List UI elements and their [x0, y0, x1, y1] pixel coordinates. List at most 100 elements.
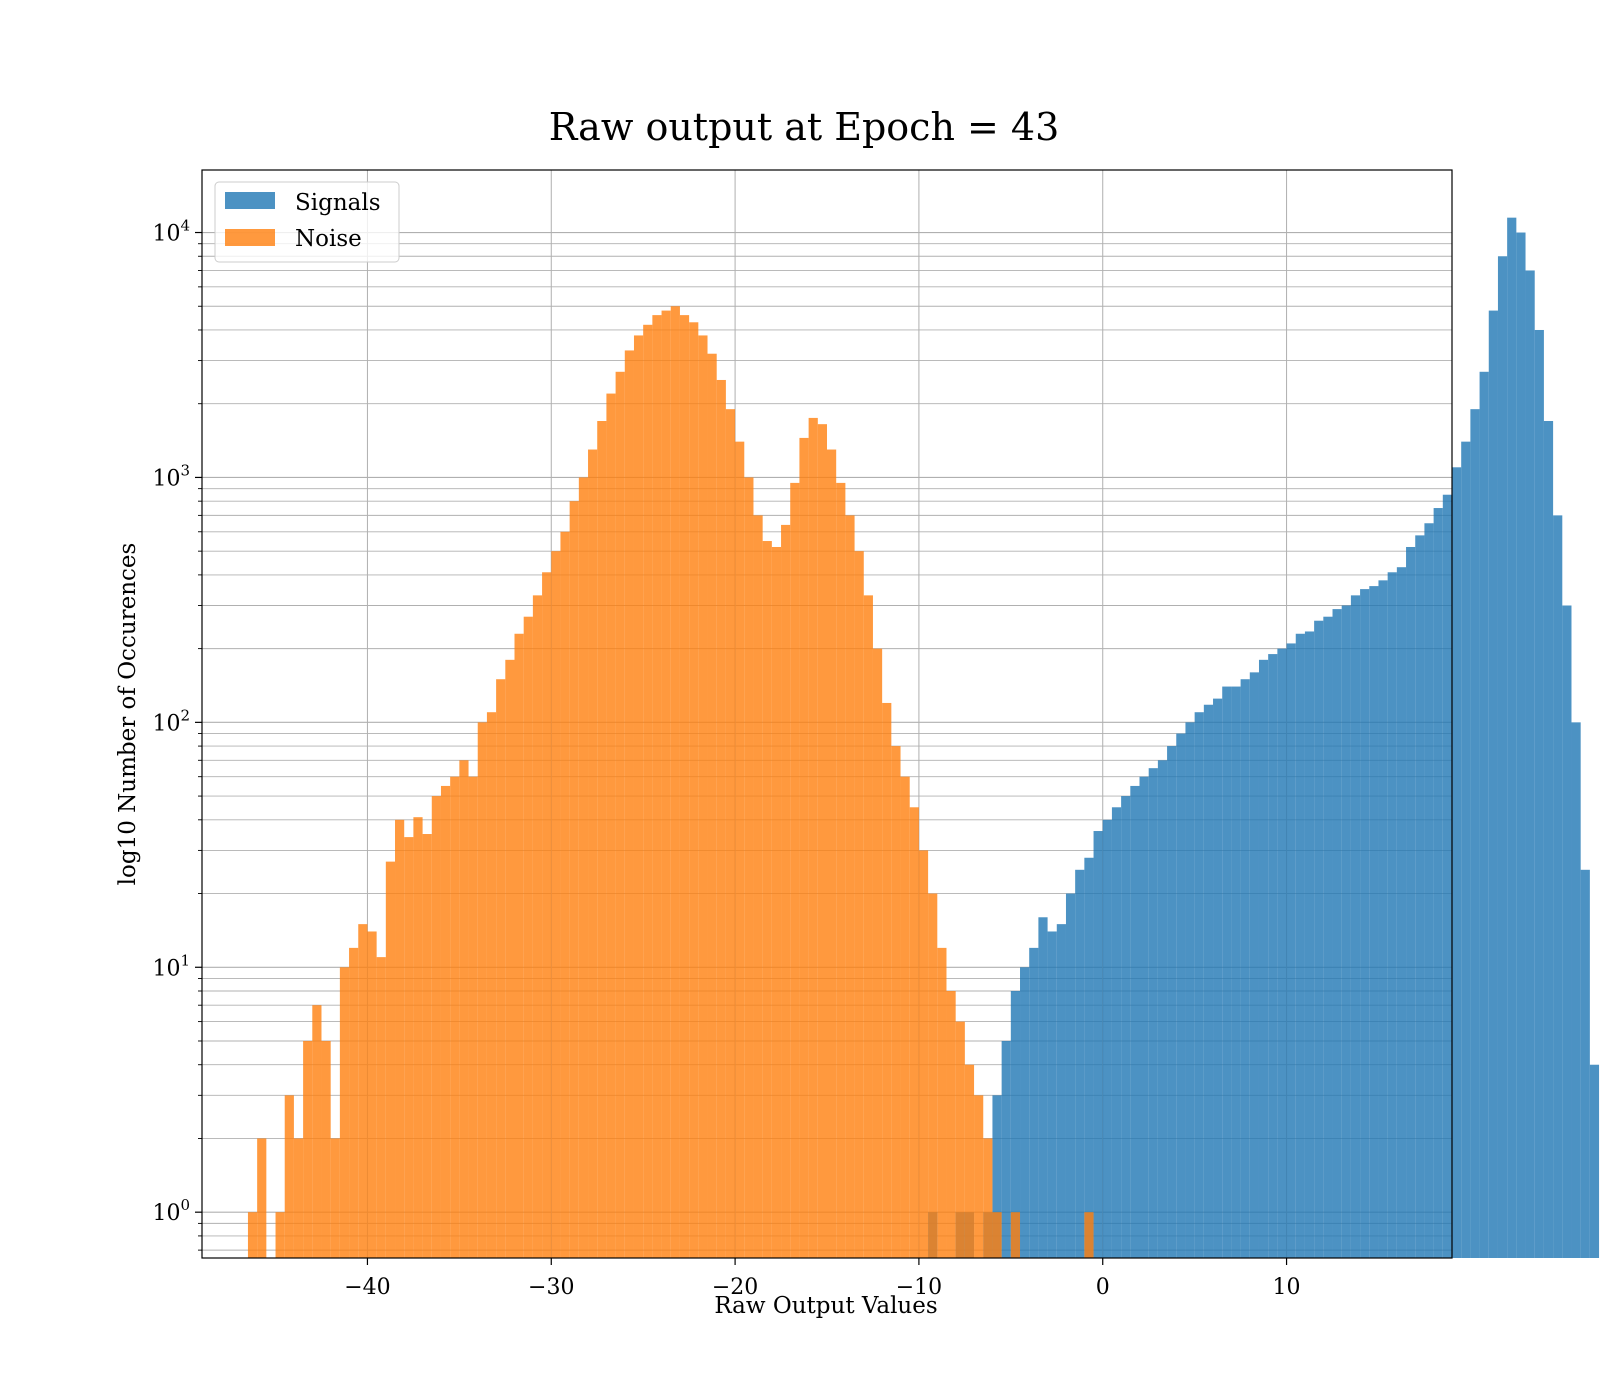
bar-noise	[514, 633, 524, 1258]
bar-signals	[1571, 722, 1581, 1258]
bar-signals	[1231, 686, 1241, 1258]
bar-signals	[1497, 256, 1508, 1258]
bar-signals	[1350, 595, 1361, 1258]
bar-signals	[1470, 409, 1480, 1258]
bar-noise	[293, 1138, 304, 1258]
bar-signals	[1323, 616, 1333, 1258]
bar-noise	[891, 746, 901, 1258]
bar-noise	[367, 931, 377, 1258]
bar-noise	[689, 322, 699, 1259]
bar-noise	[744, 477, 754, 1259]
bar-signals	[1360, 589, 1370, 1258]
bar-noise	[542, 572, 552, 1258]
bar-signals	[1139, 776, 1149, 1258]
bar-signals	[1093, 831, 1103, 1258]
bar-noise	[725, 409, 736, 1258]
bar-noise	[404, 837, 414, 1258]
bar-signals	[1001, 1040, 1011, 1258]
bar-signals	[1525, 270, 1535, 1258]
y-axis-label: log10 Number of Occurences	[115, 543, 141, 886]
bar-noise	[670, 306, 680, 1258]
bar-noise	[257, 1138, 267, 1258]
bar-signals	[1295, 633, 1305, 1258]
bar-noise	[321, 1040, 331, 1258]
bar-signals	[1406, 546, 1416, 1258]
bar-noise	[799, 437, 809, 1258]
bar-signals	[1479, 371, 1489, 1258]
bar-signals	[1148, 768, 1158, 1258]
bar-noise	[505, 659, 515, 1258]
bar-noise	[1084, 1212, 1094, 1258]
bar-noise	[395, 819, 405, 1258]
bar-noise	[588, 449, 598, 1258]
bar-noise	[762, 541, 772, 1258]
bar-noise	[781, 524, 791, 1258]
x-tick-label: 10	[1273, 1275, 1301, 1300]
histogram-bars	[247, 217, 1600, 1259]
bar-noise	[284, 1095, 294, 1258]
bar-signals	[1203, 704, 1214, 1258]
bar-noise	[909, 807, 919, 1258]
legend-swatch-noise	[225, 229, 275, 246]
bar-noise	[468, 776, 478, 1258]
bar-noise	[735, 441, 745, 1259]
bar-signals	[1157, 760, 1168, 1258]
y-tick-label: 101	[152, 951, 190, 981]
bar-signals	[1277, 648, 1287, 1258]
bar-noise	[477, 722, 487, 1258]
bar-signals	[1102, 819, 1112, 1258]
bar-signals	[1314, 620, 1324, 1258]
bar-noise	[992, 1212, 1002, 1258]
bar-signals	[1020, 967, 1030, 1258]
bar-noise	[937, 947, 947, 1258]
x-tick-label: −30	[528, 1275, 574, 1300]
bar-noise	[900, 776, 910, 1258]
bar-signals	[1010, 990, 1021, 1258]
bar-signals	[1167, 746, 1177, 1258]
bar-noise	[560, 531, 570, 1258]
bar-noise	[928, 893, 938, 1258]
bar-noise	[974, 1095, 984, 1258]
bar-noise	[633, 335, 644, 1258]
legend-label-noise: Noise	[295, 226, 362, 252]
bar-noise	[496, 679, 506, 1258]
bar-signals	[1433, 508, 1443, 1258]
bar-signals	[992, 1095, 1002, 1258]
bar-noise	[523, 616, 533, 1258]
bar-noise	[606, 393, 616, 1258]
x-tick-label: −40	[344, 1275, 390, 1300]
y-tick-label: 103	[152, 461, 190, 491]
bar-signals	[1461, 441, 1471, 1259]
bar-noise	[431, 796, 441, 1258]
bar-noise	[358, 924, 368, 1258]
bar-noise	[955, 1021, 965, 1258]
bar-signals	[1121, 796, 1131, 1258]
bar-signals	[1589, 1064, 1600, 1258]
bar-noise	[450, 776, 460, 1258]
bar-signals	[1130, 785, 1140, 1258]
bar-noise	[532, 595, 543, 1258]
bar-noise	[330, 1138, 340, 1258]
axis-ticks: −40 −30 −20 −10 0 10 100 101 102 103 104	[152, 217, 1300, 1300]
bar-noise	[422, 834, 432, 1258]
bar-noise	[872, 648, 883, 1258]
bar-noise	[275, 1212, 285, 1258]
bar-noise	[643, 324, 653, 1259]
bar-signals	[1047, 931, 1057, 1258]
bar-noise	[983, 1138, 993, 1258]
bar-signals	[1341, 605, 1351, 1258]
bar-noise	[946, 990, 956, 1258]
bar-noise	[661, 310, 671, 1258]
bar-noise	[817, 424, 827, 1258]
bar-signals	[1194, 712, 1204, 1258]
bar-noise	[698, 335, 708, 1258]
bar-noise	[836, 482, 846, 1259]
bar-signals	[1240, 679, 1250, 1258]
bar-noise	[808, 417, 818, 1258]
bar-signals	[1369, 586, 1379, 1258]
bar-noise	[918, 850, 929, 1258]
bar-signals	[1534, 329, 1544, 1259]
bar-signals	[1249, 672, 1259, 1258]
x-tick-label: −10	[896, 1275, 942, 1300]
